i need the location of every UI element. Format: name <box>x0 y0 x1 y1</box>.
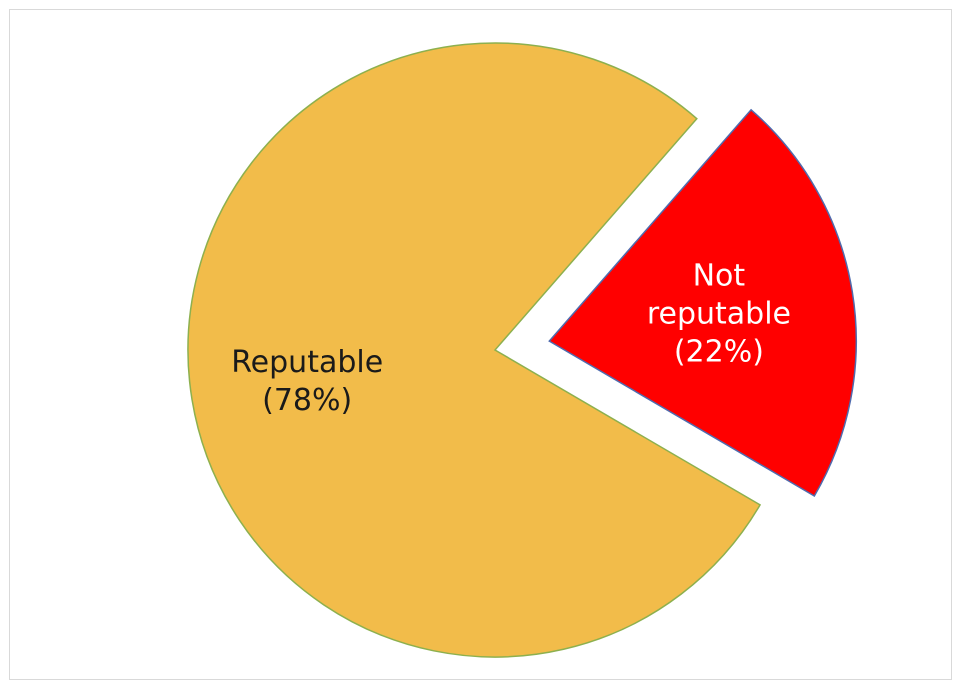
slice-label-reputable: Reputable (78%) <box>231 345 383 418</box>
slice-label-line: Reputable <box>231 345 383 380</box>
pie-slice-not-reputable <box>548 108 857 498</box>
slice-label-line: (22%) <box>674 334 764 369</box>
slice-label-not-reputable: Not reputable (22%) <box>647 258 791 369</box>
pie-chart: Reputable (78%) Not reputable (22%) <box>187 42 857 658</box>
pie-slice-reputable <box>187 42 762 658</box>
slice-label-line: Not <box>693 258 746 293</box>
slice-label-line: reputable <box>647 296 791 331</box>
chart-area: Reputable (78%) Not reputable (22%) <box>9 9 952 680</box>
slice-label-line: (78%) <box>262 383 352 418</box>
